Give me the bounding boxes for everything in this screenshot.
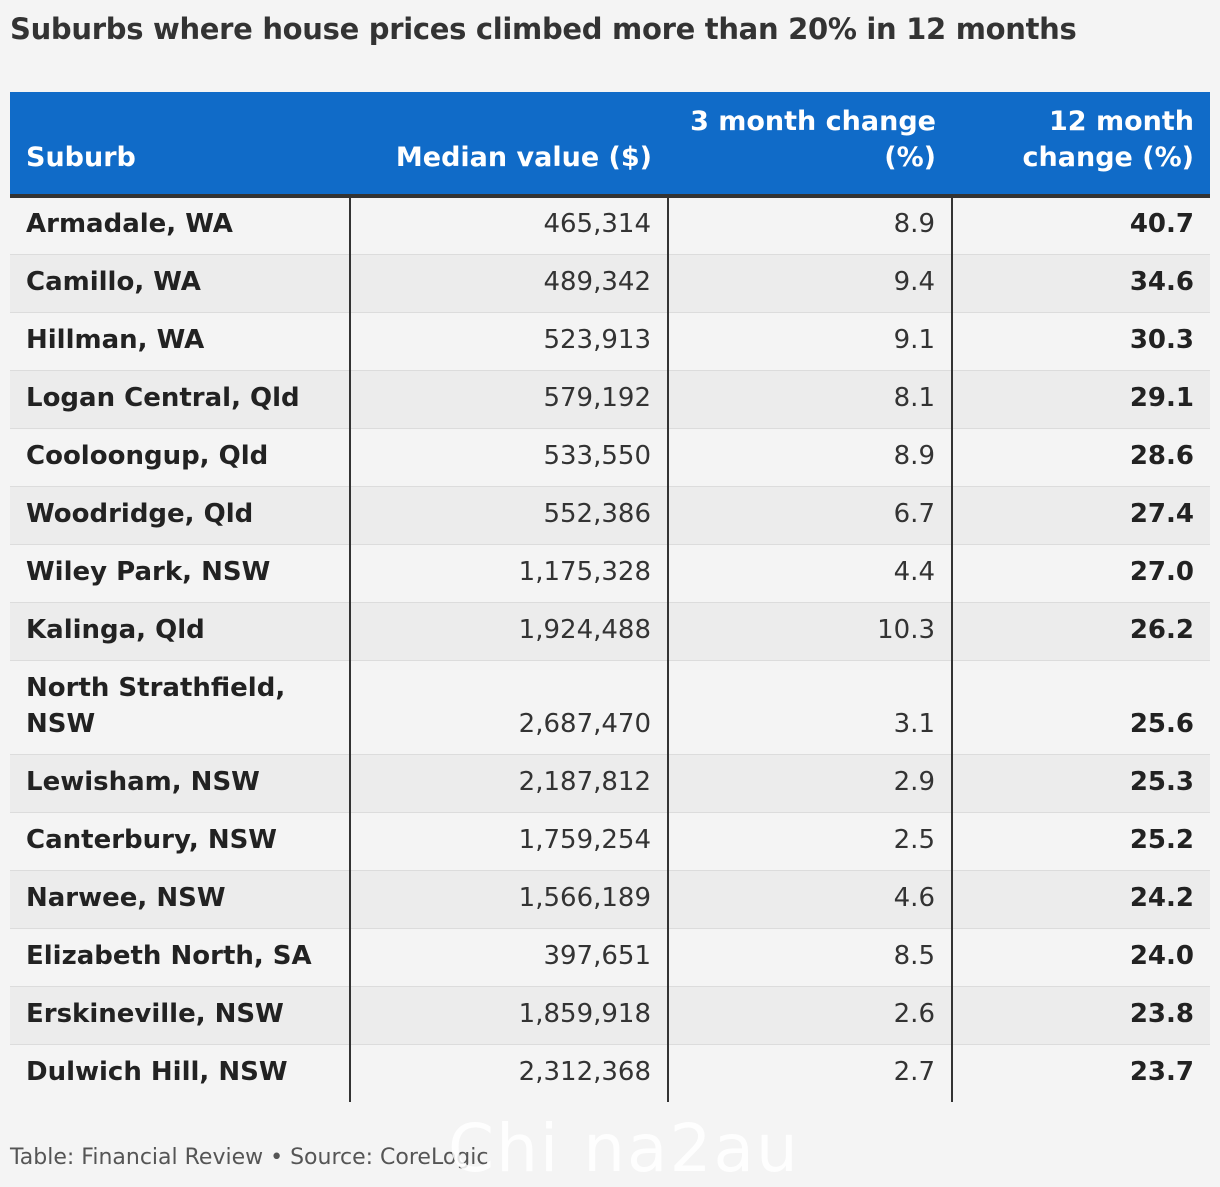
table-row: Lewisham, NSW 2,187,812 2.9 25.3 [10, 754, 1210, 813]
column-header-suburb: Suburb [10, 92, 350, 198]
cell-suburb: Logan Central, Qld [10, 370, 351, 429]
cell-suburb: Kalinga, Qld [10, 602, 351, 661]
cell-12-month-change: 25.3 [952, 754, 1210, 813]
cell-suburb: Hillman, WA [10, 312, 351, 371]
cell-suburb: Armadale, WA [10, 196, 351, 255]
table-row: Kalinga, Qld 1,924,488 10.3 26.2 [10, 602, 1210, 661]
cell-suburb: Dulwich Hill, NSW [10, 1044, 351, 1102]
cell-12-month-change: 24.2 [952, 870, 1210, 929]
cell-3-month-change: 8.9 [668, 428, 953, 487]
cell-3-month-change: 2.6 [668, 986, 953, 1045]
column-header-12-month-change: 12 month change (%) [952, 92, 1210, 198]
cell-median-value: 1,924,488 [350, 602, 669, 661]
table-row: Narwee, NSW 1,566,189 4.6 24.2 [10, 870, 1210, 929]
cell-12-month-change: 25.2 [952, 812, 1210, 871]
cell-median-value: 2,187,812 [350, 754, 669, 813]
column-header-median-value: Median value ($) [350, 92, 668, 198]
cell-suburb: Erskineville, NSW [10, 986, 351, 1045]
cell-median-value: 2,687,470 [350, 660, 669, 755]
cell-median-value: 579,192 [350, 370, 669, 429]
table-row: Elizabeth North, SA 397,651 8.5 24.0 [10, 928, 1210, 987]
cell-suburb: Elizabeth North, SA [10, 928, 351, 987]
cell-12-month-change: 28.6 [952, 428, 1210, 487]
cell-suburb: Wiley Park, NSW [10, 544, 351, 603]
cell-3-month-change: 8.1 [668, 370, 953, 429]
cell-12-month-change: 29.1 [952, 370, 1210, 429]
cell-3-month-change: 4.6 [668, 870, 953, 929]
cell-3-month-change: 2.9 [668, 754, 953, 813]
cell-suburb: Canterbury, NSW [10, 812, 351, 871]
cell-3-month-change: 2.5 [668, 812, 953, 871]
cell-median-value: 489,342 [350, 254, 669, 313]
price-table: Suburb Median value ($) 3 month change (… [10, 92, 1210, 1102]
cell-12-month-change: 27.0 [952, 544, 1210, 603]
cell-3-month-change: 9.4 [668, 254, 953, 313]
cell-median-value: 523,913 [350, 312, 669, 371]
cell-median-value: 1,566,189 [350, 870, 669, 929]
chart-title: Suburbs where house prices climbed more … [10, 12, 1077, 46]
table-row: Woodridge, Qld 552,386 6.7 27.4 [10, 486, 1210, 545]
cell-3-month-change: 4.4 [668, 544, 953, 603]
cell-suburb: Cooloongup, Qld [10, 428, 351, 487]
header-row: Suburb Median value ($) 3 month change (… [10, 92, 1210, 198]
cell-suburb: Woodridge, Qld [10, 486, 351, 545]
cell-median-value: 552,386 [350, 486, 669, 545]
cell-suburb: Lewisham, NSW [10, 754, 351, 813]
cell-3-month-change: 10.3 [668, 602, 953, 661]
table-row: Hillman, WA 523,913 9.1 30.3 [10, 312, 1210, 371]
cell-median-value: 1,759,254 [350, 812, 669, 871]
table-row: Wiley Park, NSW 1,175,328 4.4 27.0 [10, 544, 1210, 603]
cell-12-month-change: 25.6 [952, 660, 1210, 755]
cell-median-value: 1,859,918 [350, 986, 669, 1045]
cell-12-month-change: 27.4 [952, 486, 1210, 545]
cell-suburb: Camillo, WA [10, 254, 351, 313]
cell-median-value: 465,314 [350, 196, 669, 255]
watermark: Chi na2au [448, 1110, 800, 1187]
table-row: Armadale, WA 465,314 8.9 40.7 [10, 196, 1210, 255]
column-header-3-month-change: 3 month change (%) [668, 92, 952, 198]
cell-12-month-change: 40.7 [952, 196, 1210, 255]
cell-12-month-change: 30.3 [952, 312, 1210, 371]
cell-12-month-change: 26.2 [952, 602, 1210, 661]
table-row: North Strathfield, NSW 2,687,470 3.1 25.6 [10, 660, 1210, 755]
table-row: Dulwich Hill, NSW 2,312,368 2.7 23.7 [10, 1044, 1210, 1102]
cell-3-month-change: 9.1 [668, 312, 953, 371]
cell-median-value: 533,550 [350, 428, 669, 487]
cell-median-value: 397,651 [350, 928, 669, 987]
table-row: Logan Central, Qld 579,192 8.1 29.1 [10, 370, 1210, 429]
table-row: Camillo, WA 489,342 9.4 34.6 [10, 254, 1210, 313]
table-row: Erskineville, NSW 1,859,918 2.6 23.8 [10, 986, 1210, 1045]
table-row: Canterbury, NSW 1,759,254 2.5 25.2 [10, 812, 1210, 871]
cell-3-month-change: 8.9 [668, 196, 953, 255]
cell-3-month-change: 6.7 [668, 486, 953, 545]
cell-12-month-change: 34.6 [952, 254, 1210, 313]
table-body: Armadale, WA 465,314 8.9 40.7 Camillo, WA 489… [10, 196, 1210, 1102]
cell-suburb: Narwee, NSW [10, 870, 351, 929]
cell-3-month-change: 8.5 [668, 928, 953, 987]
table-header: Suburb Median value ($) 3 month change (… [10, 92, 1210, 198]
cell-median-value: 2,312,368 [350, 1044, 669, 1102]
table-row: Cooloongup, Qld 533,550 8.9 28.6 [10, 428, 1210, 487]
cell-suburb: North Strathfield, NSW [10, 660, 351, 755]
cell-12-month-change: 23.8 [952, 986, 1210, 1045]
cell-3-month-change: 3.1 [668, 660, 953, 755]
cell-12-month-change: 23.7 [952, 1044, 1210, 1102]
cell-3-month-change: 2.7 [668, 1044, 953, 1102]
cell-median-value: 1,175,328 [350, 544, 669, 603]
source-footer: Table: Financial Review • Source: CoreLo… [10, 1145, 489, 1170]
cell-12-month-change: 24.0 [952, 928, 1210, 987]
